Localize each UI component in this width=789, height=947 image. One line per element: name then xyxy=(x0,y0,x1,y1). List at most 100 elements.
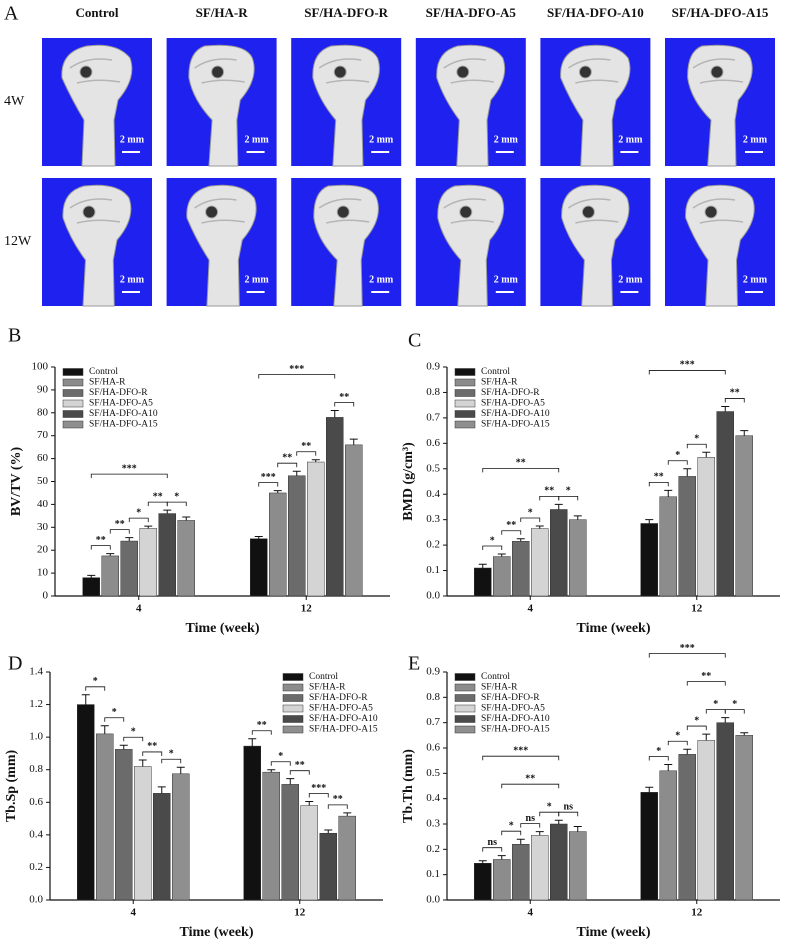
defect-hole xyxy=(205,205,219,219)
legend-swatch xyxy=(454,368,476,376)
significance-label: *** xyxy=(311,783,326,794)
error-bar xyxy=(144,525,153,529)
significance-bracket xyxy=(90,473,168,479)
y-tick-label: 0.3 xyxy=(426,513,440,525)
legend-swatch xyxy=(454,420,476,429)
y-tick-label: 70 xyxy=(37,429,49,441)
y-tick-label: 0.9 xyxy=(426,361,440,373)
panel-label: C xyxy=(408,330,421,352)
error-bar xyxy=(343,812,352,817)
scale-bar-label: 2 mm xyxy=(245,274,270,285)
error-bar xyxy=(138,759,147,767)
column-label: SF/HA-R xyxy=(196,5,249,20)
x-axis-title: Time (week) xyxy=(577,621,651,636)
ct-image: 2 mm xyxy=(540,38,651,167)
legend-label: SF/HA-DFO-A10 xyxy=(89,409,158,419)
legend-label: SF/HA-DFO-A10 xyxy=(481,714,550,724)
significance-bracket xyxy=(296,451,317,456)
x-tick-label: 12 xyxy=(691,603,703,615)
significance-label: ** xyxy=(506,520,516,531)
column-label: Control xyxy=(75,5,118,20)
significance-bracket xyxy=(161,758,182,764)
ct-image: 2 mm xyxy=(415,38,526,167)
legend-swatch xyxy=(454,410,476,418)
column-label: SF/HA-DFO-R xyxy=(304,5,388,20)
x-tick-label: 4 xyxy=(136,603,142,615)
error-bar xyxy=(740,732,749,736)
bone xyxy=(186,184,257,307)
legend-swatch xyxy=(454,389,476,397)
bar xyxy=(531,835,549,901)
bar xyxy=(512,844,530,901)
defect-hole xyxy=(578,65,592,79)
significance-bracket xyxy=(686,681,726,686)
significance-label: ** xyxy=(516,458,526,469)
bar xyxy=(158,513,176,597)
bone-texture xyxy=(443,198,494,224)
significance-bracket xyxy=(648,482,669,487)
bar xyxy=(735,435,753,597)
significance-label: * xyxy=(112,707,117,718)
bar xyxy=(569,831,587,901)
legend-label: SF/HA-DFO-A15 xyxy=(309,725,378,735)
y-tick-label: 10 xyxy=(37,567,49,579)
scale-bar-label: 2 mm xyxy=(120,134,145,145)
error-bar xyxy=(497,855,506,860)
legend-label: SF/HA-R xyxy=(481,683,518,693)
legend-label: SF/HA-DFO-A10 xyxy=(309,714,378,724)
bar xyxy=(134,766,152,901)
bone-texture xyxy=(443,58,494,84)
y-tick-label: 0.1 xyxy=(426,564,440,576)
legend-swatch xyxy=(282,683,304,692)
significance-label: ** xyxy=(96,535,106,546)
bone xyxy=(560,44,631,167)
legend-label: SF/HA-DFO-A10 xyxy=(481,409,550,419)
error-bar xyxy=(286,778,295,785)
significance-label: * xyxy=(732,699,737,710)
significance-bracket xyxy=(147,501,168,507)
bar xyxy=(716,411,734,597)
bone-texture xyxy=(318,58,370,84)
bone-texture xyxy=(692,198,744,224)
bar xyxy=(120,540,138,597)
bar xyxy=(569,519,587,597)
significance-bracket xyxy=(482,468,560,473)
significance-bracket xyxy=(648,756,669,761)
y-tick-label: 0.4 xyxy=(426,792,440,804)
y-tick-label: 0.8 xyxy=(29,763,43,775)
bar xyxy=(493,556,511,597)
error-bar xyxy=(664,763,673,771)
bone xyxy=(188,44,255,167)
legend-label: SF/HA-R xyxy=(481,378,518,388)
panel-label: B xyxy=(8,325,21,347)
significance-bracket xyxy=(85,686,106,691)
bar xyxy=(319,832,337,901)
panel-label: D xyxy=(8,653,22,675)
y-tick-label: 0.4 xyxy=(29,828,43,840)
significance-bracket xyxy=(142,751,163,756)
bar xyxy=(697,740,715,901)
error-bar xyxy=(497,553,506,557)
legend-label: Control xyxy=(481,672,510,682)
y-tick-label: 0.0 xyxy=(426,590,440,602)
bone xyxy=(685,184,755,307)
y-tick-label: 60 xyxy=(37,452,49,464)
significance-label: * xyxy=(490,535,495,546)
y-tick-label: 0.0 xyxy=(29,894,43,906)
legend-swatch xyxy=(62,368,84,376)
error-bar xyxy=(163,509,172,514)
y-tick-label: 0.6 xyxy=(426,437,440,449)
error-bar xyxy=(81,694,90,705)
defect-hole xyxy=(704,205,718,219)
y-tick-label: 90 xyxy=(37,383,49,395)
significance-label: * xyxy=(694,434,699,445)
error-bar xyxy=(573,515,582,520)
legend-label: SF/HA-DFO-A5 xyxy=(89,399,153,409)
bone xyxy=(312,44,380,167)
significance-bracket xyxy=(648,370,726,375)
y-axis-title: BMD (g/cm³) xyxy=(401,442,416,521)
legend-label: SF/HA-DFO-A5 xyxy=(309,704,373,714)
error-bar xyxy=(254,535,263,539)
scale-bar-label: 2 mm xyxy=(743,274,768,285)
significance-bracket xyxy=(289,770,310,775)
